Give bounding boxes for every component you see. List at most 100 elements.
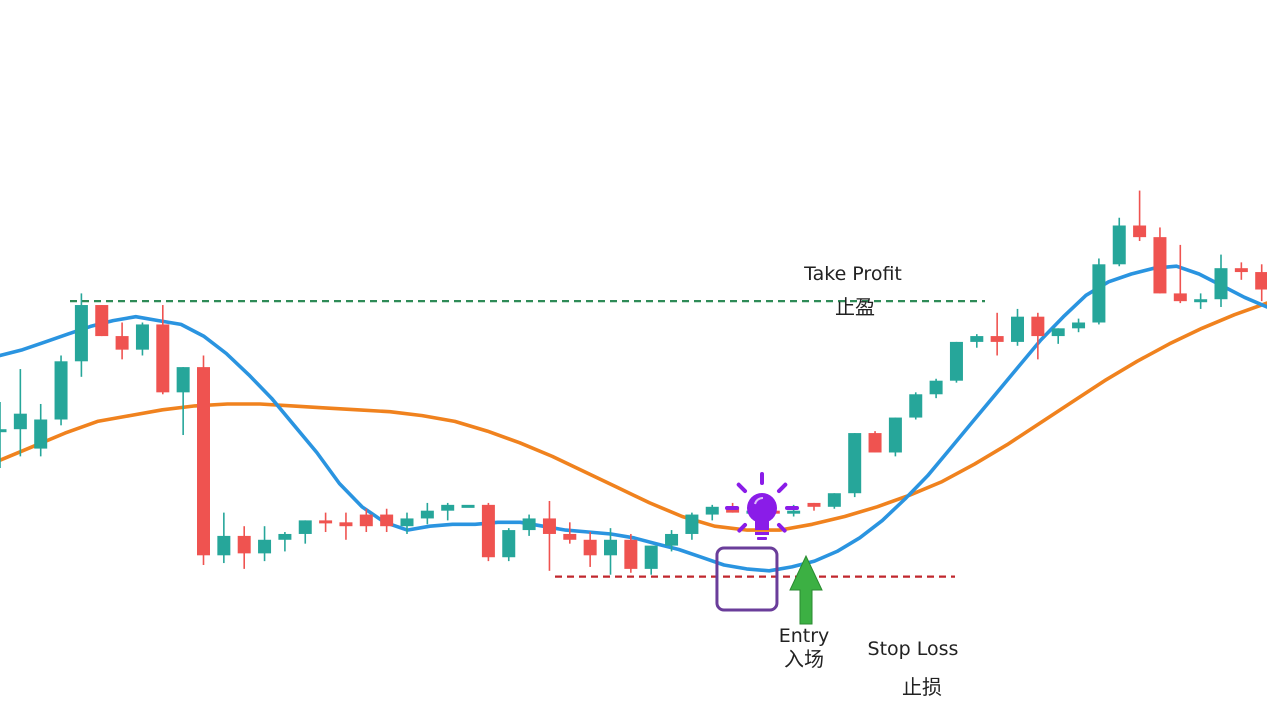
candle (1051, 328, 1065, 344)
candle-body (420, 510, 434, 519)
candle (990, 312, 1004, 356)
candle-body (95, 305, 109, 337)
candle (1031, 312, 1045, 360)
candle (237, 526, 251, 569)
candle-body (848, 433, 862, 494)
candle-body (868, 433, 882, 453)
candle-body (461, 504, 475, 508)
candle-body (1255, 272, 1267, 290)
annotations: Take Profit 止盈 Stop Loss 止损 Entry 入场 (779, 263, 959, 699)
candle-body (1031, 316, 1045, 337)
candle-body (258, 539, 272, 554)
candle (74, 293, 88, 377)
candle-body (115, 336, 129, 350)
candle (1234, 262, 1248, 280)
candle-body (888, 417, 902, 453)
candle (848, 433, 862, 498)
price-levels (70, 300, 985, 578)
candle (665, 530, 679, 552)
candle (135, 322, 149, 356)
candle (1072, 318, 1086, 333)
candle (522, 514, 536, 536)
candle-body (359, 514, 373, 527)
candle-body (522, 518, 536, 531)
entry-label: Entry (779, 625, 830, 647)
candle-body (34, 419, 48, 449)
candle-body (502, 530, 516, 558)
candle (359, 508, 373, 533)
fast-ma-line (0, 264, 1267, 573)
candle-body (0, 429, 7, 433)
candle (319, 512, 333, 533)
candle (339, 512, 353, 540)
candle (115, 322, 129, 360)
candle (441, 502, 455, 521)
candle (54, 355, 68, 426)
candle-body (542, 518, 556, 534)
slow-ma-line (0, 301, 1267, 532)
candle-body (1112, 225, 1126, 265)
candle-body (1194, 299, 1208, 303)
candle-body (1173, 293, 1187, 302)
take-profit-label: Take Profit (803, 263, 902, 285)
candle (604, 528, 617, 575)
candle (1214, 254, 1228, 307)
candle (970, 334, 984, 348)
candle-body (624, 539, 638, 569)
entry-markers (715, 472, 823, 625)
candle-body (135, 324, 149, 350)
candle-body (787, 510, 801, 514)
candle (217, 512, 231, 564)
candle-body (1011, 316, 1024, 342)
candle (298, 520, 312, 544)
candle-body (685, 514, 699, 534)
candle (705, 504, 719, 521)
candle-body (197, 367, 210, 556)
candle (1133, 190, 1147, 242)
candle (420, 502, 434, 525)
stop-loss-label-zh: 止损 (902, 675, 942, 699)
candle (176, 367, 190, 436)
candle-body (563, 533, 577, 540)
entry-label-zh: 入场 (784, 647, 824, 671)
candle (481, 502, 495, 562)
candle (156, 305, 170, 395)
candle-body (481, 504, 495, 558)
candle-body (278, 533, 292, 540)
candle (1173, 244, 1187, 304)
candle-body (1051, 328, 1065, 337)
candle-body (1072, 322, 1086, 329)
candle (380, 508, 394, 533)
candle (1112, 217, 1126, 267)
candle (258, 526, 272, 562)
candle (13, 369, 27, 457)
candle (95, 305, 109, 337)
candle-body (665, 533, 679, 546)
candle-body (1214, 268, 1228, 300)
candle (542, 500, 556, 571)
moving-averages (0, 264, 1267, 573)
stop-loss-label: Stop Loss (868, 638, 959, 660)
candle-body (1234, 268, 1248, 273)
candle (929, 378, 943, 399)
candle-body (949, 341, 963, 381)
candle (868, 431, 882, 453)
candle (563, 522, 577, 544)
candle-body (644, 545, 658, 569)
candle (502, 528, 516, 562)
candle (644, 545, 658, 575)
candle-body (583, 539, 597, 556)
candle (949, 341, 963, 383)
candle (1092, 258, 1106, 325)
candle-body (970, 336, 984, 342)
candle-body (990, 336, 1004, 342)
candle-body (176, 367, 190, 393)
candle (685, 512, 699, 540)
up-arrow-icon (789, 554, 823, 625)
candle-body (298, 520, 312, 534)
candle (197, 355, 210, 565)
candle (807, 502, 821, 511)
candle (400, 512, 414, 534)
candle (827, 493, 841, 509)
